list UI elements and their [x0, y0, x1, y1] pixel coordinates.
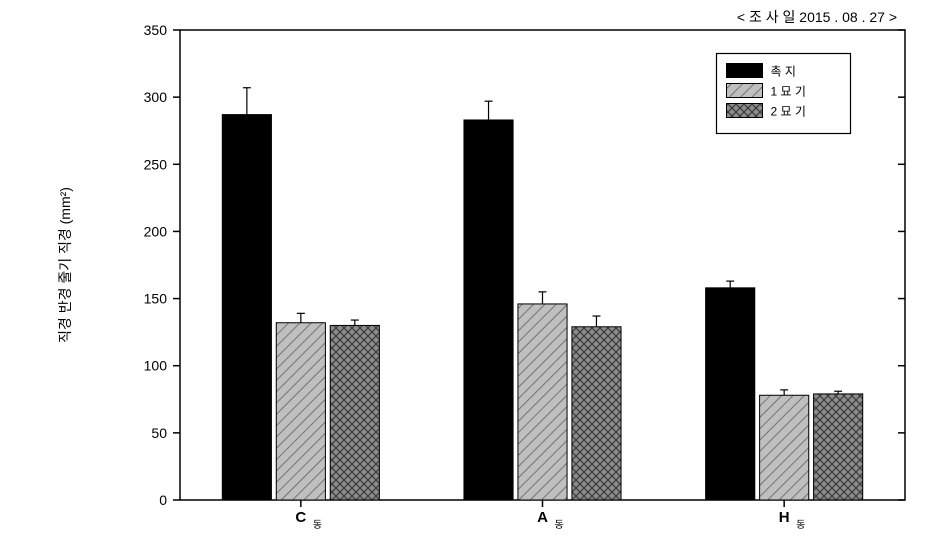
bar — [330, 325, 379, 500]
bar — [518, 304, 567, 500]
y-tick-label: 300 — [144, 89, 168, 105]
legend-label: 1 묘 기 — [771, 85, 806, 99]
bar-chart: < 조 사 일 2015 . 08 . 27 > 직경 반경 줄기 직경 (mm²… — [0, 0, 944, 543]
y-tick-label: 250 — [144, 156, 168, 172]
bar — [572, 327, 621, 500]
legend-label: 2 묘 기 — [771, 105, 806, 119]
y-tick-label: 350 — [144, 22, 168, 38]
svg-text:C: C — [295, 509, 306, 526]
y-tick-label: 200 — [144, 223, 168, 239]
legend-label: 촉 지 — [771, 65, 796, 79]
chart-title-date: < 조 사 일 2015 . 08 . 27 > — [737, 9, 897, 25]
bar — [814, 394, 863, 500]
chart-container: < 조 사 일 2015 . 08 . 27 > 직경 반경 줄기 직경 (mm²… — [0, 0, 944, 543]
legend-swatch — [727, 84, 763, 98]
bar — [276, 323, 325, 500]
y-tick-label: 50 — [151, 425, 167, 441]
y-tick-label: 0 — [159, 492, 167, 508]
y-axis-label: 직경 반경 줄기 직경 (mm²) — [57, 187, 73, 343]
svg-text:동: 동 — [313, 519, 322, 531]
y-tick-label: 100 — [144, 358, 168, 374]
bar — [222, 115, 271, 500]
svg-text:동: 동 — [796, 519, 805, 531]
svg-text:A: A — [537, 509, 548, 526]
bar — [760, 395, 809, 500]
legend-swatch — [727, 64, 763, 78]
y-tick-label: 150 — [144, 291, 168, 307]
svg-text:동: 동 — [555, 519, 564, 531]
svg-text:H: H — [779, 509, 790, 526]
legend-swatch — [727, 104, 763, 118]
bar — [464, 120, 513, 500]
bar — [706, 288, 755, 500]
legend: 촉 지 1 묘 기 2 묘 기 — [717, 54, 851, 134]
